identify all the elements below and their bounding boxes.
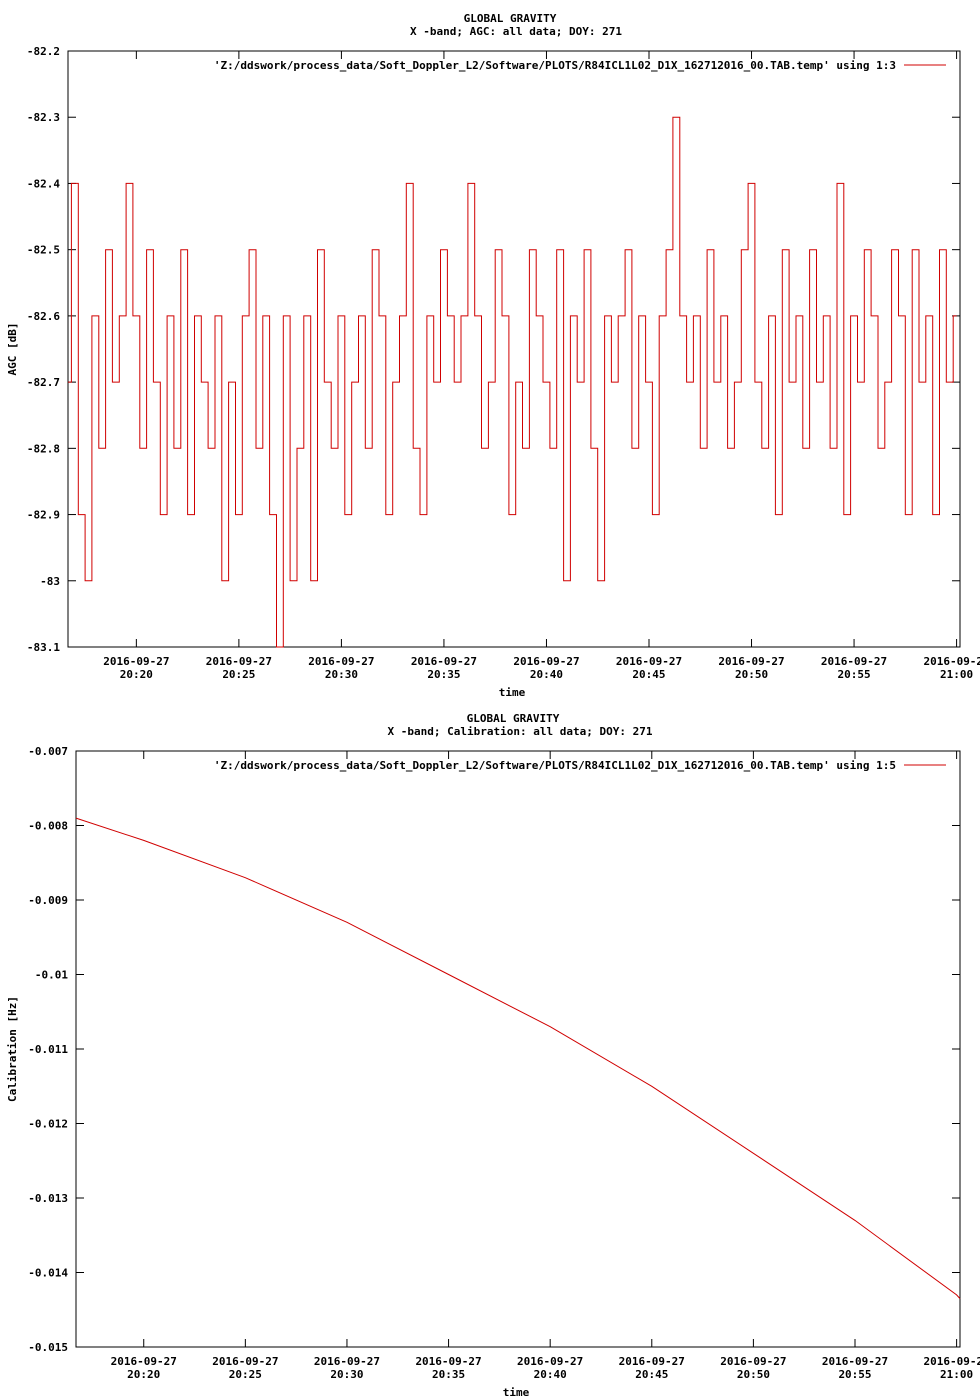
y-tick-label: -82.8 xyxy=(27,442,60,455)
x-tick-date-label: 2016-09-27 xyxy=(821,655,887,668)
x-tick-date-label: 2016-09-27 xyxy=(517,1355,583,1368)
y-tick-label: -0.009 xyxy=(28,894,68,907)
y-tick-label: -0.007 xyxy=(28,745,68,758)
x-tick-time-label: 20:20 xyxy=(127,1368,160,1381)
x-tick-time-label: 20:55 xyxy=(838,1368,871,1381)
x-tick-date-label: 2016-09-27 xyxy=(212,1355,278,1368)
x-tick-time-label: 20:45 xyxy=(632,668,665,681)
chart-subtitle: X -band; Calibration: all data; DOY: 271 xyxy=(388,725,653,738)
x-tick-time-label: 20:25 xyxy=(229,1368,262,1381)
calibration-series-line xyxy=(75,817,961,1299)
x-tick-time-label: 20:35 xyxy=(432,1368,465,1381)
x-tick-time-label: 20:50 xyxy=(735,668,768,681)
x-axis-label: time xyxy=(503,1386,530,1399)
x-tick-time-label: 20:20 xyxy=(120,668,153,681)
y-ticks: -82.2 -82.3 -82.4 -82.5 -82.6 -82.7 -82.8 -82.9… xyxy=(27,45,960,654)
legend-label: 'Z:/ddswork/process_data/Soft_Doppler_L2… xyxy=(214,759,896,772)
y-ticks: -0.007 -0.008 -0.009 -0.01 -0.011 -0.012 -0.01… xyxy=(28,745,960,1354)
x-tick-date-label: 2016-09-27 xyxy=(411,655,477,668)
x-ticks: 2016-09-2720:202016-09-2720:252016-09-27… xyxy=(103,51,980,681)
y-tick-label: -83.1 xyxy=(27,641,60,654)
x-tick-date-label: 2016-09-27 xyxy=(720,1355,786,1368)
x-tick-date-label: 2016-09-27 xyxy=(616,655,682,668)
y-tick-label: -0.008 xyxy=(28,820,68,833)
y-tick-label: -82.7 xyxy=(27,376,60,389)
legend-label: 'Z:/ddswork/process_data/Soft_Doppler_L2… xyxy=(214,59,896,72)
y-tick-label: -82.5 xyxy=(27,244,60,257)
y-tick-label: -83 xyxy=(40,575,60,588)
x-tick-time-label: 20:40 xyxy=(530,668,563,681)
x-tick-time-label: 20:25 xyxy=(222,668,255,681)
y-tick-label: -0.01 xyxy=(35,969,68,982)
x-tick-date-label: 2016-09-27 xyxy=(822,1355,888,1368)
y-tick-label: -0.015 xyxy=(28,1341,68,1354)
x-tick-time-label: 20:35 xyxy=(427,668,460,681)
x-tick-date-label: 2016-09-27 xyxy=(111,1355,177,1368)
x-tick-time-label: 20:30 xyxy=(330,1368,363,1381)
x-tick-date-label: 2016-09-27 xyxy=(308,655,374,668)
x-tick-time-label: 21:00 xyxy=(940,1368,973,1381)
plot-area-frame xyxy=(75,750,961,1348)
x-axis-label: time xyxy=(499,686,526,699)
x-tick-date-label: 2016-09-27 xyxy=(206,655,272,668)
x-tick-time-label: 20:55 xyxy=(837,668,870,681)
x-tick-date-label: 2016-09-27 xyxy=(103,655,169,668)
chart-subtitle: X -band; AGC: all data; DOY: 271 xyxy=(410,25,622,38)
x-tick-time-label: 20:50 xyxy=(737,1368,770,1381)
plot-area-frame xyxy=(67,50,961,648)
x-ticks: 2016-09-2720:202016-09-2720:252016-09-27… xyxy=(111,751,980,1381)
y-axis-label: Calibration [Hz] xyxy=(6,996,19,1102)
x-tick-date-label: 2016-09-27 xyxy=(513,655,579,668)
x-tick-time-label: 20:45 xyxy=(635,1368,668,1381)
calibration-chart: GLOBAL GRAVITY X -band; Calibration: all… xyxy=(6,712,980,1399)
x-tick-time-label: 20:30 xyxy=(325,668,358,681)
agc-chart: GLOBAL GRAVITY X -band; AGC: all data; D… xyxy=(6,12,980,699)
y-tick-label: -0.012 xyxy=(28,1118,68,1131)
chart-title: GLOBAL GRAVITY xyxy=(464,12,557,25)
y-tick-label: -82.6 xyxy=(27,310,60,323)
x-tick-date-label: 2016-09-27 xyxy=(415,1355,481,1368)
x-tick-time-label: 20:40 xyxy=(534,1368,567,1381)
x-tick-date-label: 2016-09-27 xyxy=(923,655,980,668)
x-tick-date-label: 2016-09-27 xyxy=(619,1355,685,1368)
x-tick-time-label: 21:00 xyxy=(940,668,973,681)
agc-series-line xyxy=(68,116,957,648)
y-tick-label: -82.3 xyxy=(27,111,60,124)
y-tick-label: -82.9 xyxy=(27,509,60,522)
x-tick-date-label: 2016-09-27 xyxy=(923,1355,980,1368)
y-tick-label: -82.4 xyxy=(27,177,60,190)
y-tick-label: -82.2 xyxy=(27,45,60,58)
x-tick-date-label: 2016-09-27 xyxy=(314,1355,380,1368)
chart-title: GLOBAL GRAVITY xyxy=(467,712,560,725)
x-tick-date-label: 2016-09-27 xyxy=(718,655,784,668)
y-tick-label: -0.011 xyxy=(28,1043,68,1056)
y-axis-label: AGC [dB] xyxy=(6,323,19,376)
y-tick-label: -0.014 xyxy=(28,1267,68,1280)
y-tick-label: -0.013 xyxy=(28,1192,68,1205)
